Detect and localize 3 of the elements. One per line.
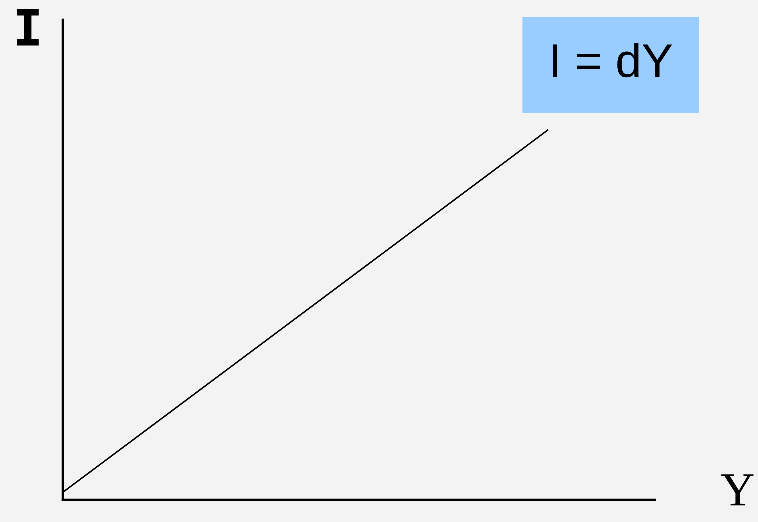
text: I = dY: [553, 42, 672, 78]
x-axis-title: Y: [721, 474, 754, 506]
y-axis-title: I: [17, 9, 39, 46]
